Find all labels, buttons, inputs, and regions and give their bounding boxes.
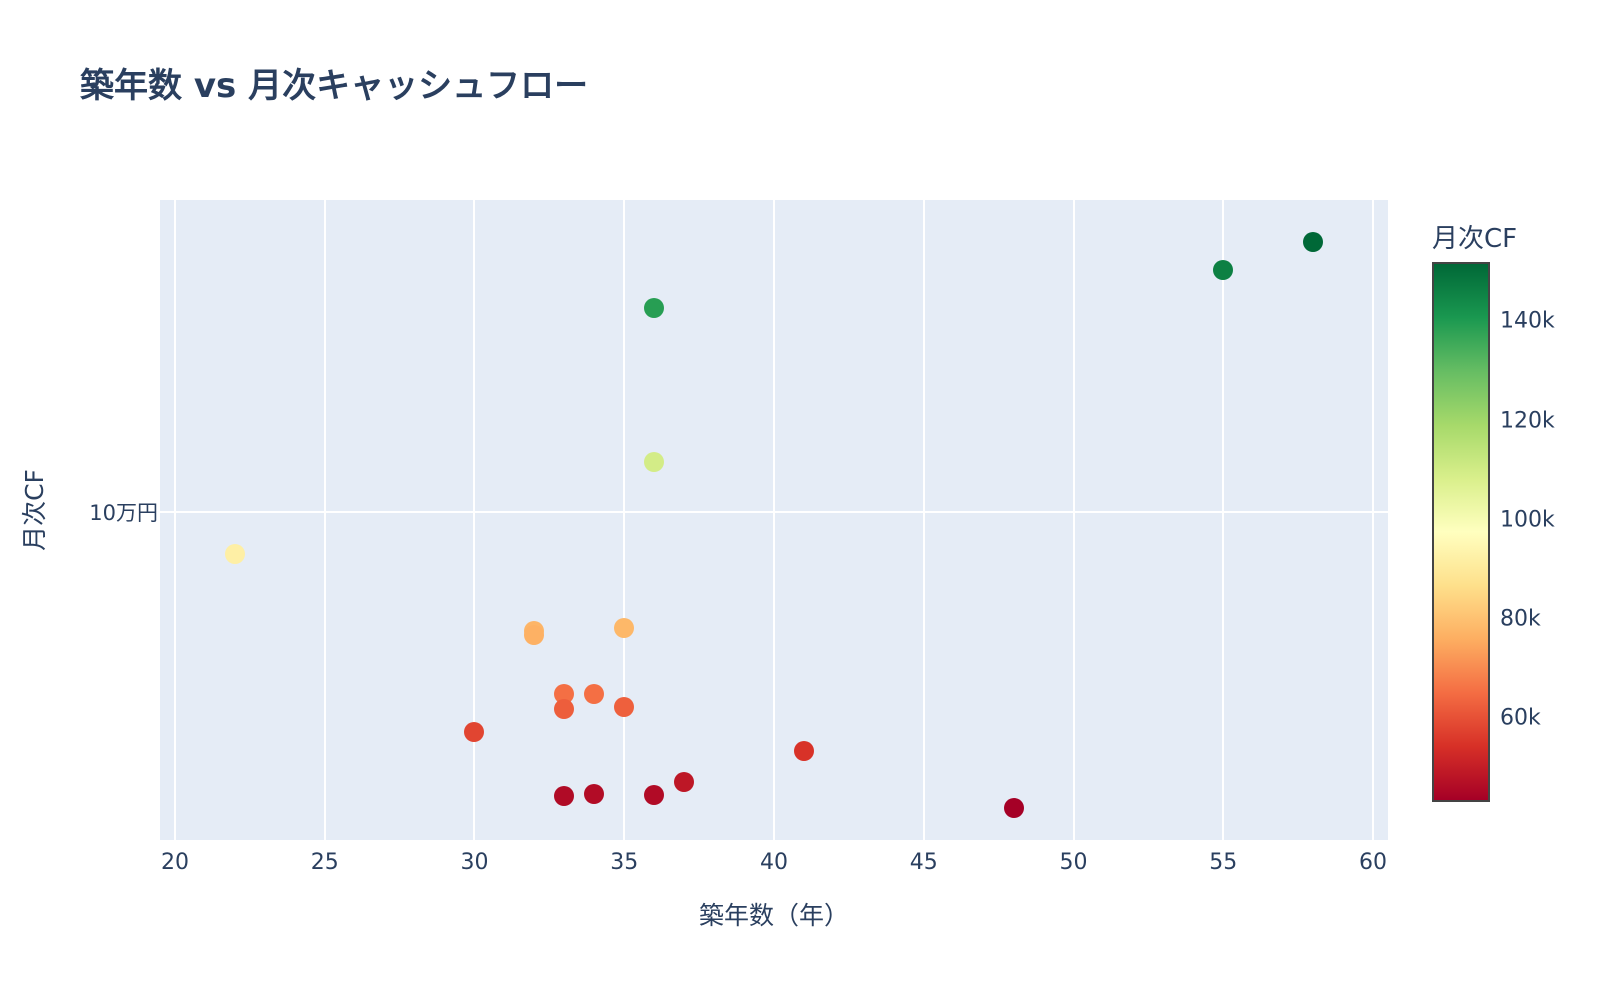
data-point[interactable]: [614, 617, 635, 638]
x-gridline: [323, 200, 326, 840]
data-point[interactable]: [554, 699, 575, 720]
x-gridline: [1072, 200, 1075, 840]
x-tick-label: 40: [760, 850, 788, 875]
data-point[interactable]: [524, 624, 545, 645]
x-tick-label: 20: [160, 850, 189, 875]
data-point[interactable]: [793, 740, 814, 761]
data-point[interactable]: [554, 786, 575, 807]
x-tick-label: 35: [610, 850, 639, 875]
x-gridline: [922, 200, 925, 840]
data-point[interactable]: [1213, 259, 1234, 280]
data-point[interactable]: [464, 722, 485, 743]
data-point[interactable]: [1303, 231, 1324, 252]
x-tick-label: 45: [909, 850, 938, 875]
colorbar-tick-label: 120k: [1500, 408, 1555, 434]
x-gridline: [473, 200, 476, 840]
colorbar-tick-label: 140k: [1500, 308, 1555, 334]
x-tick-label: 55: [1209, 850, 1238, 875]
x-tick-label: 60: [1359, 850, 1388, 875]
x-tick-label: 50: [1059, 850, 1088, 875]
data-point[interactable]: [674, 771, 695, 792]
data-point[interactable]: [584, 683, 605, 704]
y-axis-label: 月次CF: [20, 469, 49, 551]
data-point[interactable]: [644, 297, 665, 318]
colorbar-tick-label: 80k: [1500, 606, 1541, 632]
colorbar-title: 月次CF: [1432, 224, 1518, 254]
data-point[interactable]: [554, 683, 575, 704]
x-gridline: [173, 200, 176, 840]
data-point[interactable]: [224, 543, 245, 564]
chart-title: 築年数 vs 月次キャッシュフロー: [80, 66, 589, 106]
x-gridline: [623, 200, 626, 840]
colorbar-tick-label: 60k: [1500, 705, 1541, 731]
colorbar: [1432, 262, 1490, 802]
x-gridline: [1222, 200, 1225, 840]
x-gridline: [1372, 200, 1375, 840]
x-tick-label: 25: [310, 850, 339, 875]
colorbar-tick-label: 100k: [1500, 507, 1555, 533]
data-point[interactable]: [614, 697, 635, 718]
x-tick-label: 30: [460, 850, 489, 875]
y-gridline: [160, 511, 1388, 514]
x-axis-label: 築年数（年）: [698, 901, 850, 930]
plot-area[interactable]: [160, 200, 1388, 840]
data-point[interactable]: [1003, 798, 1024, 819]
y-tick-label: 10万円: [89, 501, 158, 526]
data-point[interactable]: [584, 784, 605, 805]
x-gridline: [773, 200, 775, 840]
data-point[interactable]: [644, 785, 665, 806]
data-point[interactable]: [644, 451, 665, 472]
